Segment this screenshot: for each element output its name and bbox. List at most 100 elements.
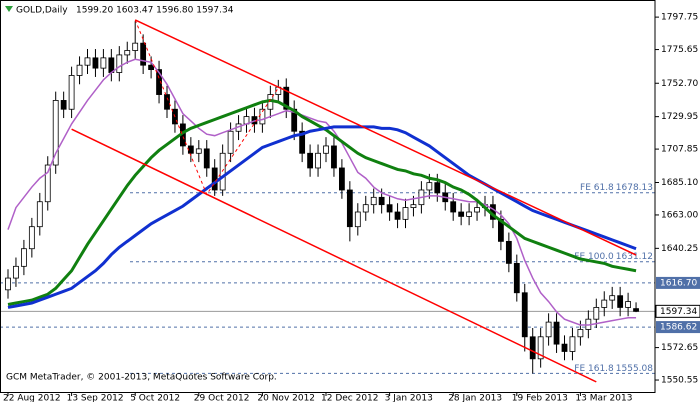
candle-body [370, 196, 377, 206]
candle-body [394, 211, 401, 220]
y-tick-label: 1729.95 [661, 112, 698, 122]
x-tick-label: 3 Jan 2013 [385, 394, 433, 402]
candle-body [529, 336, 536, 360]
price-box [656, 321, 700, 334]
price-box-label: 1616.70 [660, 278, 697, 288]
candle-body [434, 182, 441, 194]
level-value: 1555.08 [616, 364, 653, 374]
y-tick-label: 1707.85 [661, 145, 698, 155]
candle-body [577, 329, 584, 338]
candle-body [195, 148, 202, 154]
candle-body [187, 145, 194, 154]
candle-body [426, 182, 433, 191]
moving-average [7, 125, 637, 309]
candle-body [164, 94, 170, 110]
candle-body [386, 204, 393, 213]
price-box-label: 1586.62 [660, 323, 697, 333]
candle-body [219, 152, 226, 191]
candle-body [617, 295, 624, 308]
level-name: FE 161.8 [574, 364, 614, 374]
candle-body [140, 42, 147, 66]
candle-body [601, 299, 608, 308]
candle-body [362, 204, 369, 213]
candle-body [92, 57, 99, 69]
candle-body [68, 75, 75, 110]
candle-body [211, 167, 218, 191]
y-tick-label: 1640.25 [661, 244, 698, 254]
candle-body [378, 196, 385, 206]
candle-body [283, 86, 290, 110]
candle-body [13, 265, 19, 279]
candle-body [625, 301, 631, 308]
candle-body [84, 57, 91, 66]
y-tick-label: 1550.55 [661, 376, 698, 386]
current-price-label: 1597.34 [660, 307, 697, 317]
candle-body [323, 145, 329, 154]
candle-body [521, 292, 528, 338]
level-value: 1678.13 [616, 183, 653, 193]
candle-body [20, 248, 27, 267]
ohlc-label: 1599.20 1603.47 1596.80 1597.34 [76, 6, 234, 16]
symbol-icon [5, 6, 13, 12]
candle-body [124, 50, 131, 56]
x-tick-label: 13 Sep 2012 [67, 394, 124, 402]
level-name: FE 61.8 [580, 183, 614, 193]
candle-body [354, 211, 361, 228]
x-tick-label: 12 Dec 2012 [321, 394, 379, 402]
candle-body [5, 277, 11, 291]
price-box [656, 276, 700, 289]
candle-body [44, 164, 51, 203]
level-value: 1631.12 [616, 252, 653, 262]
y-tick-label: 1572.65 [661, 343, 698, 353]
candle-body [410, 204, 417, 209]
candle-body [60, 100, 67, 110]
candle-body [609, 295, 616, 301]
x-tick-label: 29 Oct 2012 [194, 394, 250, 402]
trend-line [71, 128, 597, 383]
x-tick-label: 19 Feb 2013 [512, 394, 568, 402]
candle-body [450, 201, 457, 213]
y-tick-label: 1797.75 [661, 13, 698, 23]
x-tick-label: 13 Mar 2013 [575, 394, 632, 402]
candle-body [545, 321, 552, 338]
candle-body [505, 240, 512, 264]
candle-body [633, 308, 639, 312]
moving-average [7, 58, 637, 326]
candle-body [458, 211, 465, 217]
candle-body [116, 54, 123, 73]
trend-line [134, 19, 279, 196]
candle-body [466, 211, 473, 217]
candle-body [259, 108, 266, 125]
y-tick-label: 1685.10 [661, 178, 698, 188]
candle-body [402, 207, 409, 220]
current-price-box [655, 304, 700, 318]
candle-body [148, 64, 155, 70]
candle-body [561, 343, 568, 352]
symbol: GOLD,Daily [16, 6, 68, 16]
candle-body [513, 262, 520, 294]
y-tick-label: 1775.65 [661, 45, 698, 55]
candle-body [132, 42, 139, 51]
candle-body [307, 152, 314, 169]
candle-body [593, 307, 600, 320]
plot-border [0, 0, 656, 393]
x-tick-label: 28 Jan 2013 [448, 394, 502, 402]
x-tick-label: 20 Nov 2012 [257, 394, 315, 402]
y-tick-label: 1663.00 [661, 210, 698, 220]
candle-body [537, 336, 544, 360]
level-name: FE 100.0 [574, 252, 614, 262]
candle-body [553, 321, 560, 345]
candle-body [346, 189, 353, 228]
x-tick-label: 5 Oct 2012 [130, 394, 180, 402]
candle-body [315, 152, 321, 169]
y-tick-label: 1752.70 [661, 79, 698, 89]
x-tick-label: 22 Aug 2012 [3, 394, 61, 402]
candle-body [52, 100, 59, 166]
candle-body [156, 69, 162, 95]
trend-line [134, 19, 637, 256]
candle-body [36, 201, 43, 228]
candle-body [299, 130, 306, 154]
candle-body [474, 207, 480, 213]
